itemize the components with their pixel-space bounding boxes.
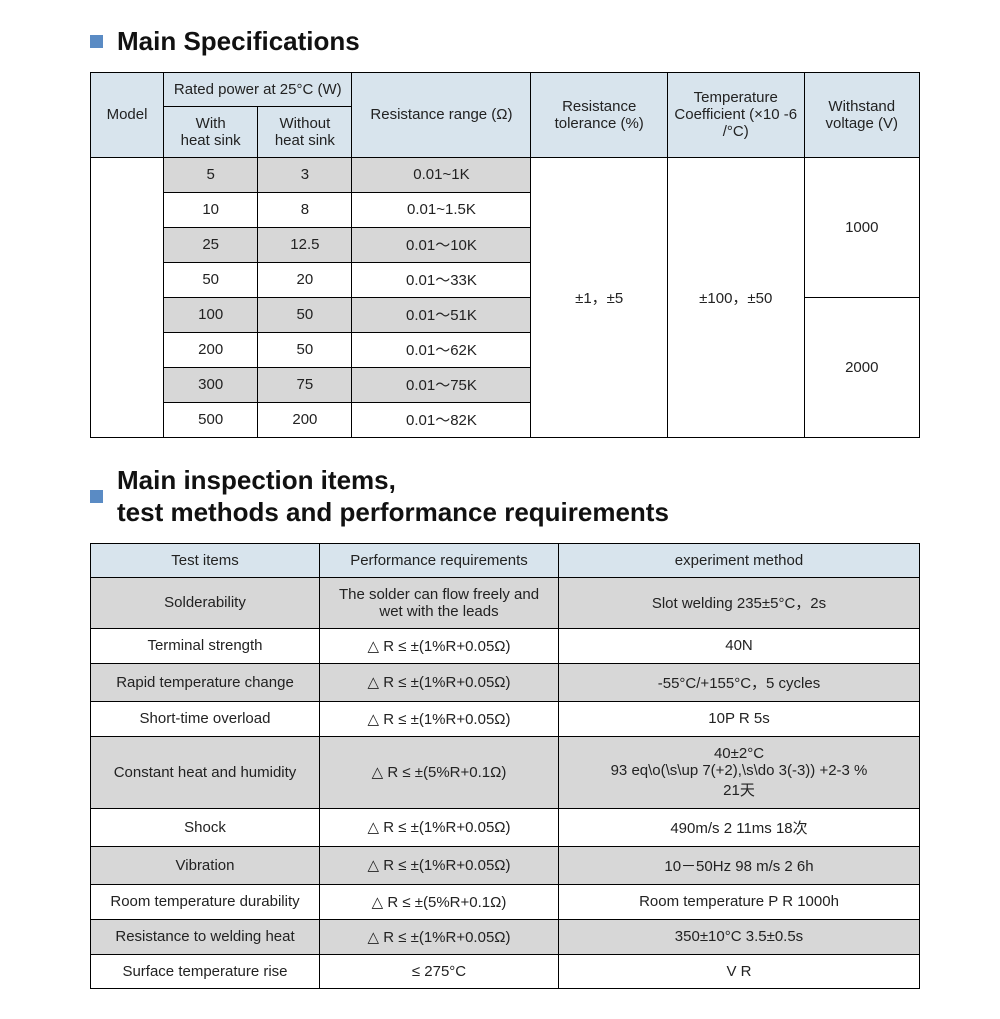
inspection-row: Short-time overload△ R ≤ ±(1%R+0.05Ω)10P…	[91, 701, 920, 736]
th-without: Withoutheat sink	[258, 106, 352, 157]
spec-table: Model Rated power at 25°C (W) Resistance…	[90, 72, 920, 438]
th-with: Withheat sink	[164, 106, 258, 157]
volt-bottom: 2000	[804, 297, 919, 437]
model-cell	[91, 157, 164, 437]
th-perf: Performance requirements	[320, 543, 559, 577]
th-range: Resistance range (Ω)	[352, 72, 531, 157]
th-rated: Rated power at 25°C (W)	[164, 72, 352, 106]
inspection-row: Room temperature durability△ R ≤ ±(5%R+0…	[91, 884, 920, 919]
th-volt: Withstand voltage (V)	[804, 72, 919, 157]
bullet-icon	[90, 35, 103, 48]
section2-title: Main inspection items,test methods and p…	[117, 464, 669, 529]
section2-heading: Main inspection items,test methods and p…	[90, 464, 920, 529]
inspection-row: Vibration△ R ≤ ±(1%R+0.05Ω)10－50Hz 98 m/…	[91, 846, 920, 884]
bullet-icon	[90, 490, 103, 503]
th-items: Test items	[91, 543, 320, 577]
volt-top: 1000	[804, 157, 919, 297]
th-model: Model	[91, 72, 164, 157]
inspection-row: SolderabilityThe solder can flow freely …	[91, 577, 920, 628]
tc-cell: ±100，±50	[667, 157, 804, 437]
inspection-row: Surface temperature rise≤ 275°CV R	[91, 954, 920, 988]
inspection-row: Rapid temperature change△ R ≤ ±(1%R+0.05…	[91, 663, 920, 701]
inspection-row: Terminal strength△ R ≤ ±(1%R+0.05Ω)40N	[91, 628, 920, 663]
inspection-table: Test items Performance requirements expe…	[90, 543, 920, 989]
inspection-row: Constant heat and humidity△ R ≤ ±(5%R+0.…	[91, 736, 920, 808]
tol-cell: ±1，±5	[531, 157, 668, 437]
inspection-row: Resistance to welding heat△ R ≤ ±(1%R+0.…	[91, 919, 920, 954]
spec-row: 5 3 0.01~1K ±1，±5 ±100，±50 1000	[91, 157, 920, 192]
th-method: experiment method	[559, 543, 920, 577]
section1-title: Main Specifications	[117, 25, 360, 58]
th-tol: Resistance tolerance (%)	[531, 72, 668, 157]
inspection-row: Shock△ R ≤ ±(1%R+0.05Ω)490m/s 2 11ms 18次	[91, 808, 920, 846]
section1-heading: Main Specifications	[90, 25, 920, 58]
th-tc: Temperature Coefficient (×10 -6 /°C)	[667, 72, 804, 157]
